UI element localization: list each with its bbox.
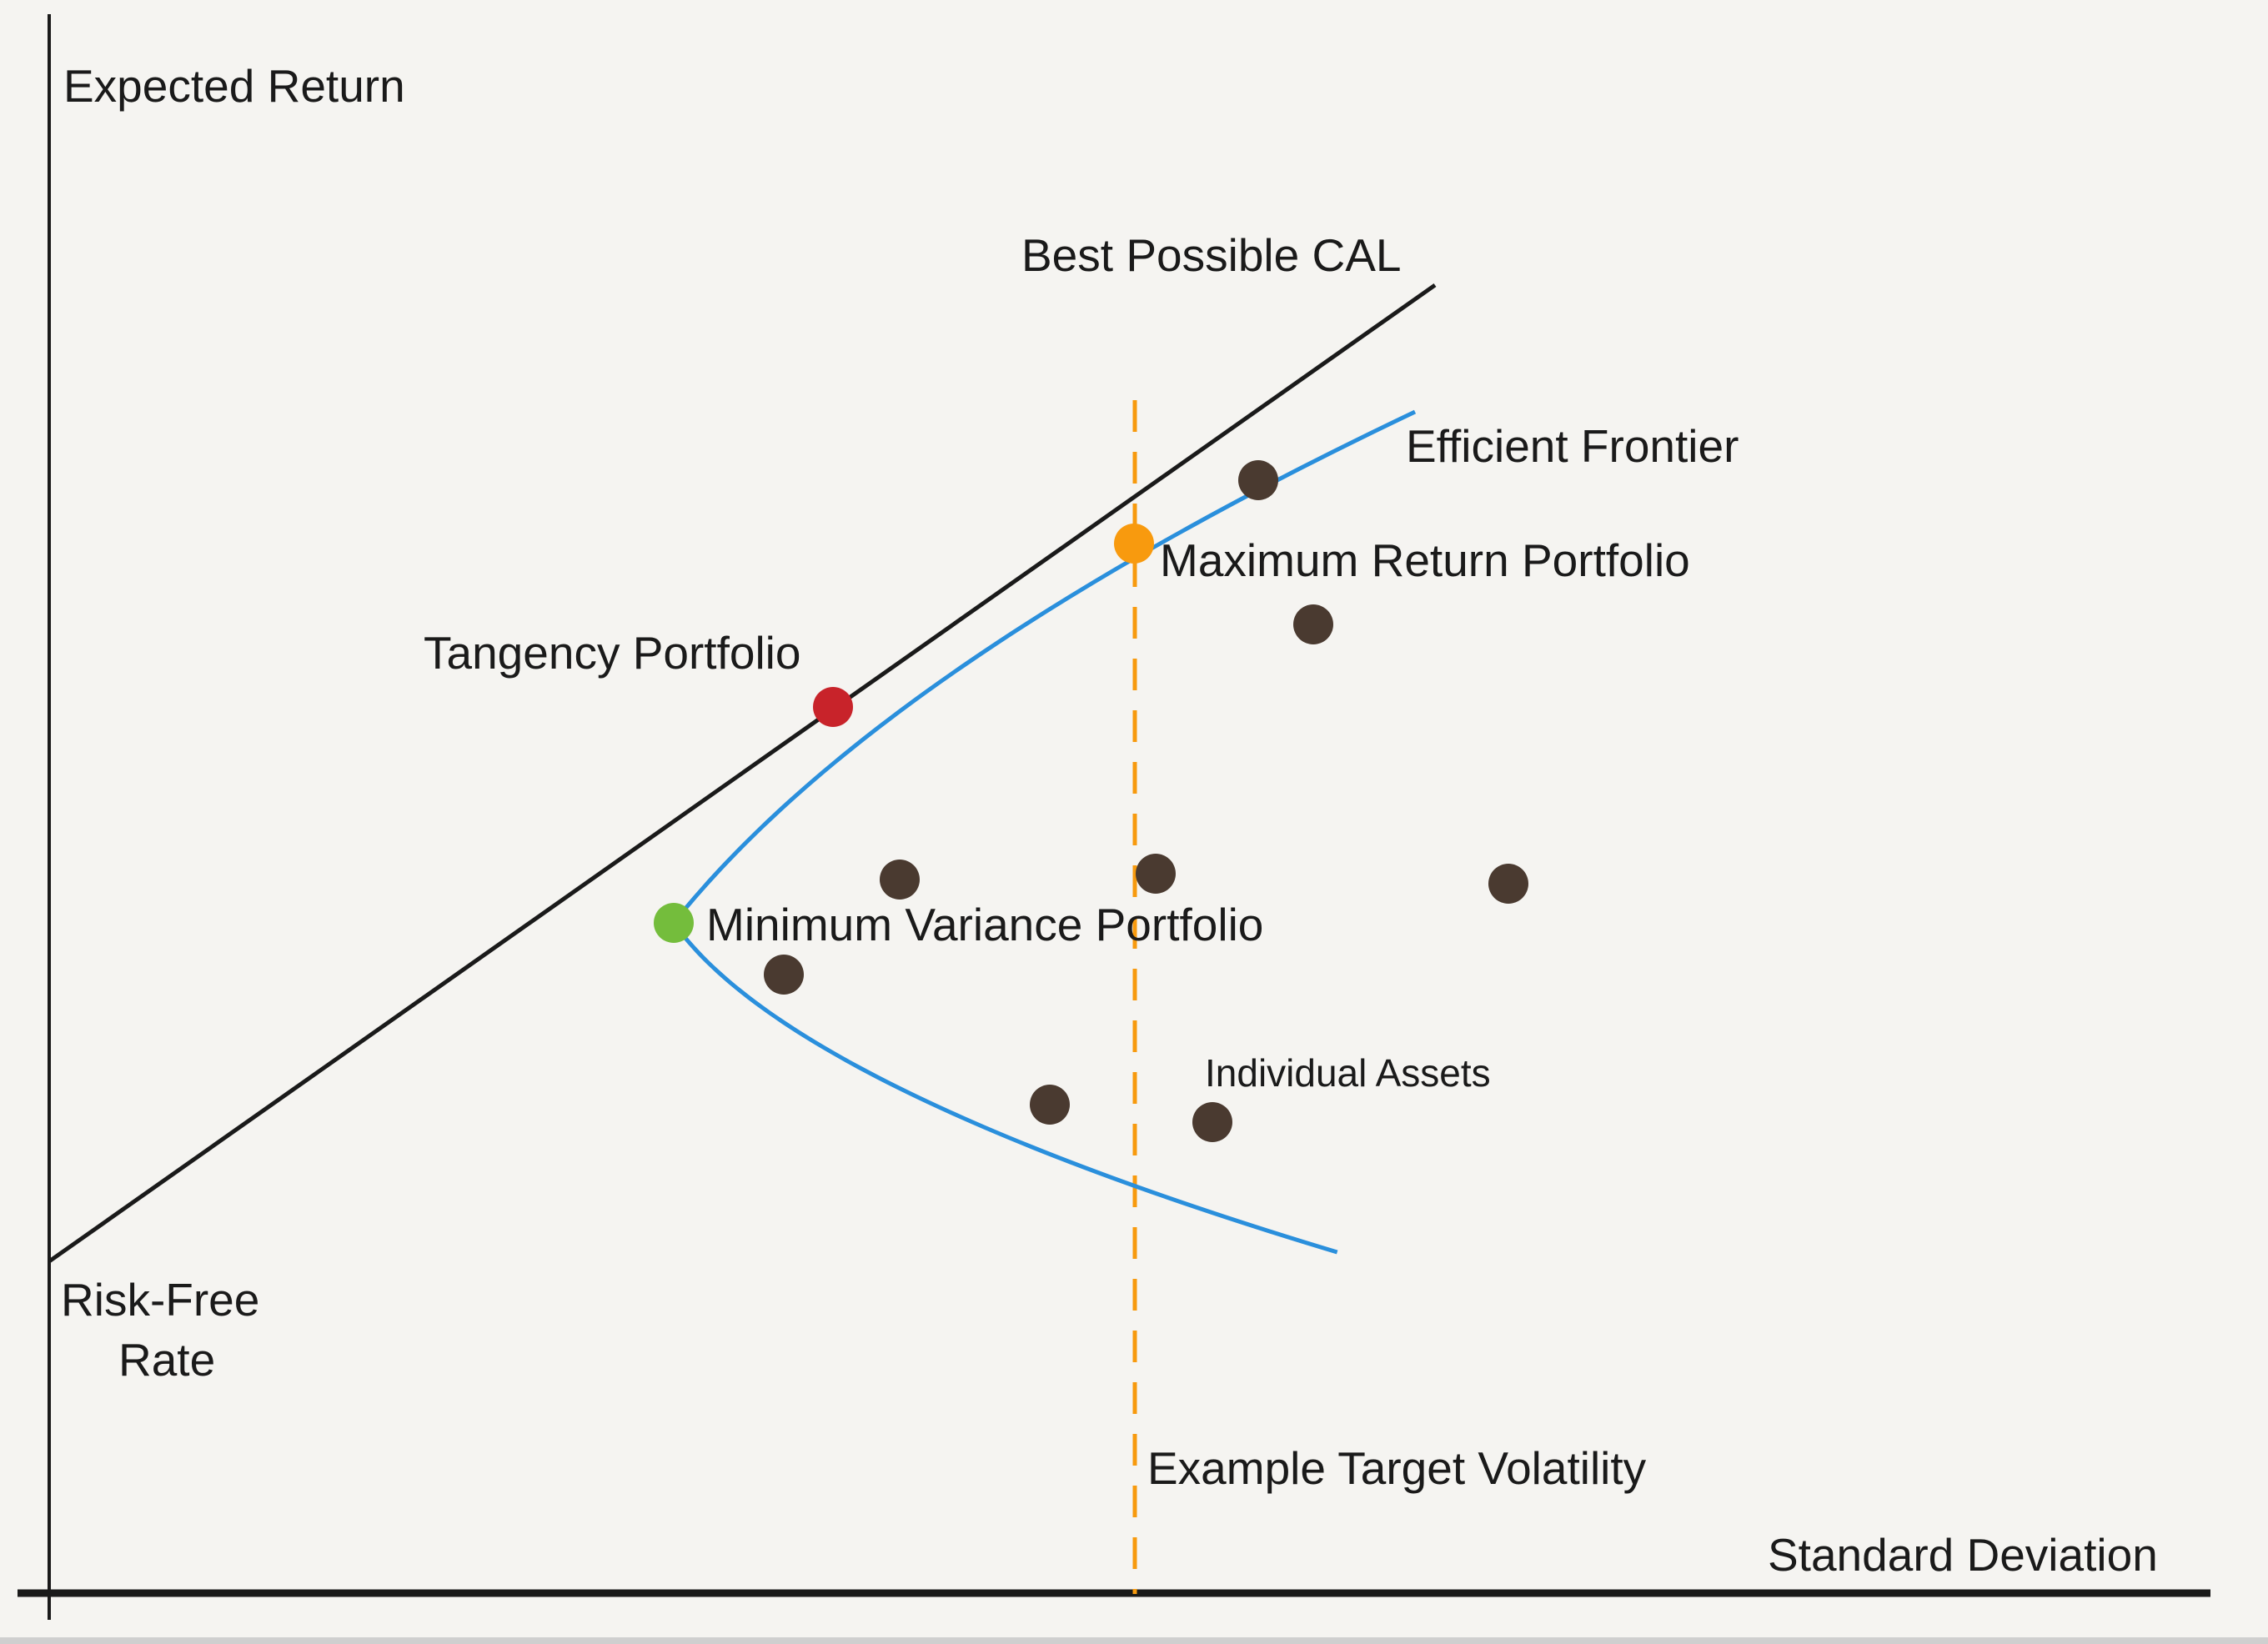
target-volatility-label: Example Target Volatility — [1147, 1442, 1647, 1494]
x-axis-label: Standard Deviation — [1768, 1529, 2158, 1581]
max-return-portfolio-point — [1114, 524, 1154, 564]
min-variance-portfolio-point — [654, 903, 694, 943]
asset-point — [764, 955, 804, 995]
capital-allocation-line — [48, 283, 1437, 1264]
asset-point — [1192, 1102, 1232, 1142]
tangency-portfolio-point — [813, 687, 853, 727]
asset-point — [1030, 1085, 1070, 1125]
y-axis-label: Expected Return — [63, 60, 405, 112]
cal-label: Best Possible CAL — [1021, 229, 1402, 281]
individual-assets-label: Individual Assets — [1205, 1051, 1491, 1095]
asset-point — [1238, 460, 1278, 500]
frontier-label: Efficient Frontier — [1406, 420, 1739, 472]
min-variance-label: Minimum Variance Portfolio — [706, 899, 1263, 950]
asset-point — [1293, 604, 1333, 644]
asset-point — [1488, 864, 1528, 904]
asset-point — [1136, 854, 1176, 894]
risk-free-label-rate: Rate — [118, 1334, 215, 1386]
individual-assets — [764, 460, 1528, 1142]
max-return-label: Maximum Return Portfolio — [1160, 534, 1690, 586]
asset-point — [880, 860, 920, 900]
risk-free-label: Risk-Free — [61, 1274, 259, 1326]
tangency-label: Tangency Portfolio — [424, 627, 801, 679]
bottom-border — [0, 1637, 2268, 1644]
